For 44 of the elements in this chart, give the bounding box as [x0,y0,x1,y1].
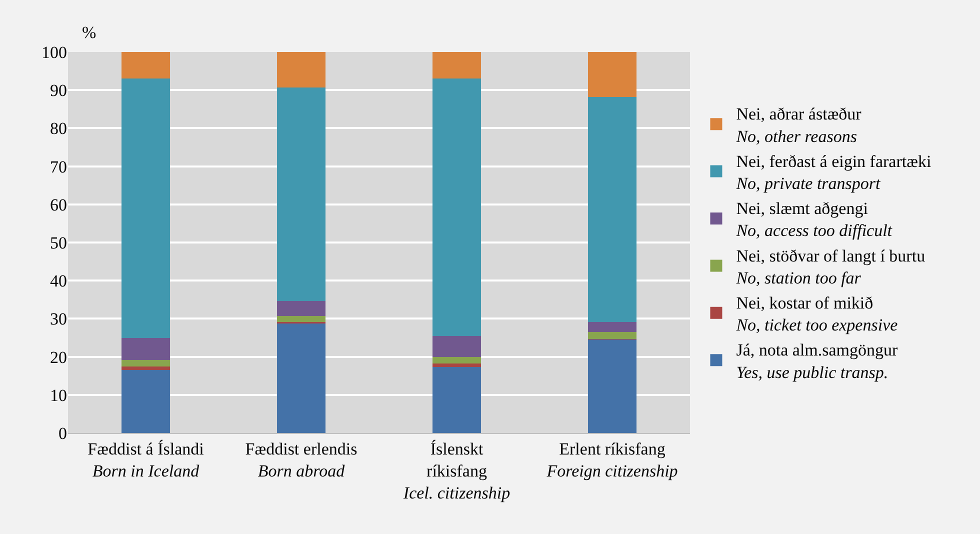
bar [588,332,636,339]
legend-label: Nei, ferðast á eigin farartæki No, private transport [735,152,932,193]
bar [588,52,636,97]
y-tick-label: 20 [50,348,67,367]
bar [277,87,326,302]
legend-label: Nei, kostar of mikið No, ticket too expensive [735,293,898,335]
x-tick-label: Erlent ríkisfang Foreign citizenship [546,439,678,480]
y-tick-label: 10 [50,386,67,405]
y-tick-label: 30 [50,310,67,329]
bar [432,52,481,79]
bar [432,367,481,433]
y-tick-label: 40 [50,272,67,291]
bar [588,340,636,433]
legend-label: Nei, aðrar ástæður No, other reasons [735,104,862,146]
x-tick-label: Fæddist á Íslandi Born in Iceland [88,439,204,480]
bar [122,78,170,338]
y-tick-label: 50 [50,233,67,252]
x-tick-label: Íslenskt ríkisfang Icel. citizenship [402,439,510,503]
bar [122,366,170,370]
bar [277,316,326,322]
bar [432,78,481,336]
bar [432,356,481,364]
legend-label: Nei, slæmt aðgengi No, access too difficult [735,199,894,240]
bar [122,370,170,433]
y-tick-label: 100 [42,42,67,62]
bar [588,96,636,322]
bar [588,322,636,332]
bar [122,360,170,367]
bar [432,336,481,357]
y-tick-label: 70 [50,157,67,176]
x-tick-label: Fæddist erlendis Born abroad [245,439,358,480]
y-tick-label: 60 [50,195,67,214]
legend-label: Nei, stöðvar of langt í burtu No, station too far [735,246,926,288]
bar [277,324,326,433]
bar [277,301,326,316]
y-axis-title: % [82,23,96,42]
bar [277,52,326,88]
y-tick-label: 80 [50,119,67,138]
bar [432,364,481,368]
y-tick-label: 0 [58,424,67,443]
bar [122,338,170,360]
bar [122,52,170,79]
legend-label: Já, nota alm.samgöngur Yes, use public transp. [736,340,898,382]
y-tick-label: 90 [50,81,67,100]
